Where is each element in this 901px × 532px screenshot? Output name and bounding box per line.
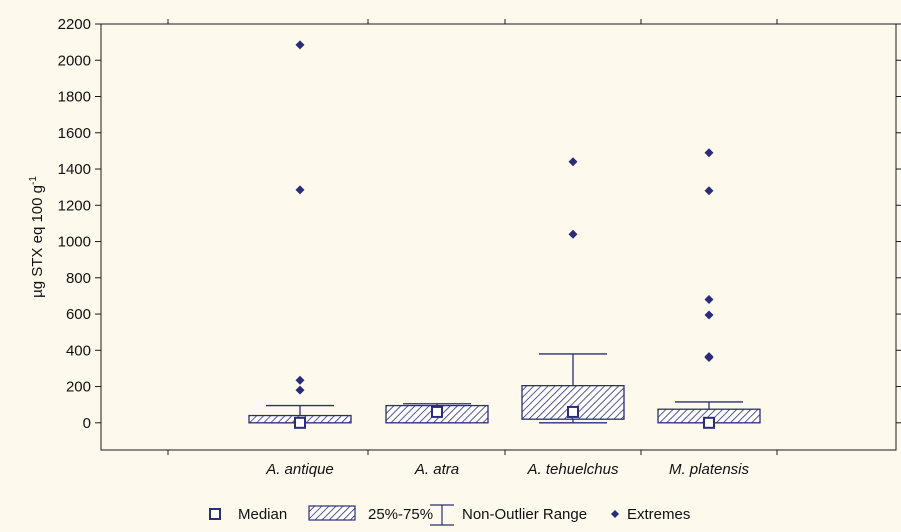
y-tick-label: 2200 (58, 16, 91, 33)
extreme-point (568, 229, 578, 239)
legend-label: 25%-75% (368, 506, 433, 523)
box-group (657, 148, 761, 429)
legend-extreme-icon (611, 510, 619, 518)
legend-item: Extremes (611, 506, 690, 523)
y-tick-label: 200 (66, 379, 91, 396)
extreme-point (704, 186, 714, 196)
legend-item: Median (209, 506, 287, 523)
extreme-point (295, 375, 305, 385)
y-tick-label: 600 (66, 306, 91, 323)
median-marker (703, 416, 715, 429)
y-tick-label: 800 (66, 270, 91, 287)
legend-label: Non-Outlier Range (462, 506, 587, 523)
extreme-point (704, 295, 714, 305)
plot-area: 0 200 400 600 800 1000 1200 1400 1600 1800 2000 220… (28, 16, 901, 478)
y-tick-label: 400 (66, 342, 91, 359)
legend: Median 25%-75% Non-Outlier Range Extremes (209, 504, 690, 526)
legend-item: 25%-75% (308, 505, 433, 523)
x-category-label: A. antique (265, 461, 334, 478)
y-tick-label: 2000 (58, 52, 91, 69)
extreme-point (704, 310, 714, 320)
extreme-point (295, 385, 305, 395)
legend-box-icon (308, 505, 356, 521)
y-tick-label: 1800 (58, 89, 91, 106)
median-marker (567, 405, 579, 418)
y-axis-title-text: µg STX eq 100 g (29, 185, 46, 298)
y-tick-label: 0 (83, 415, 91, 432)
plot-frame (100, 23, 897, 451)
x-category-label: M. platensis (669, 461, 750, 478)
legend-item: Non-Outlier Range (430, 504, 587, 526)
extreme-point (704, 148, 714, 158)
extreme-point (704, 352, 714, 362)
y-tick-label: 1200 (58, 197, 91, 214)
legend-label: Extremes (627, 506, 690, 523)
y-axis-title: µg STX eq 100 g-1 (28, 176, 46, 298)
median-marker (294, 416, 306, 429)
y-axis-title-superscript: -1 (28, 176, 39, 185)
extreme-point (568, 157, 578, 167)
box-group (248, 40, 352, 429)
y-tick-label: 1400 (58, 161, 91, 178)
box-group (385, 403, 489, 424)
x-category-label: A. tehuelchus (527, 461, 619, 478)
median-marker (431, 405, 443, 418)
legend-label: Median (238, 506, 287, 523)
y-tick-label: 1000 (58, 234, 91, 251)
x-category-label: A. atra (414, 461, 459, 478)
extreme-point (295, 40, 305, 50)
extreme-point (295, 185, 305, 195)
box-group (521, 157, 625, 424)
legend-median-icon (209, 508, 221, 520)
y-tick-label: 1600 (58, 125, 91, 142)
